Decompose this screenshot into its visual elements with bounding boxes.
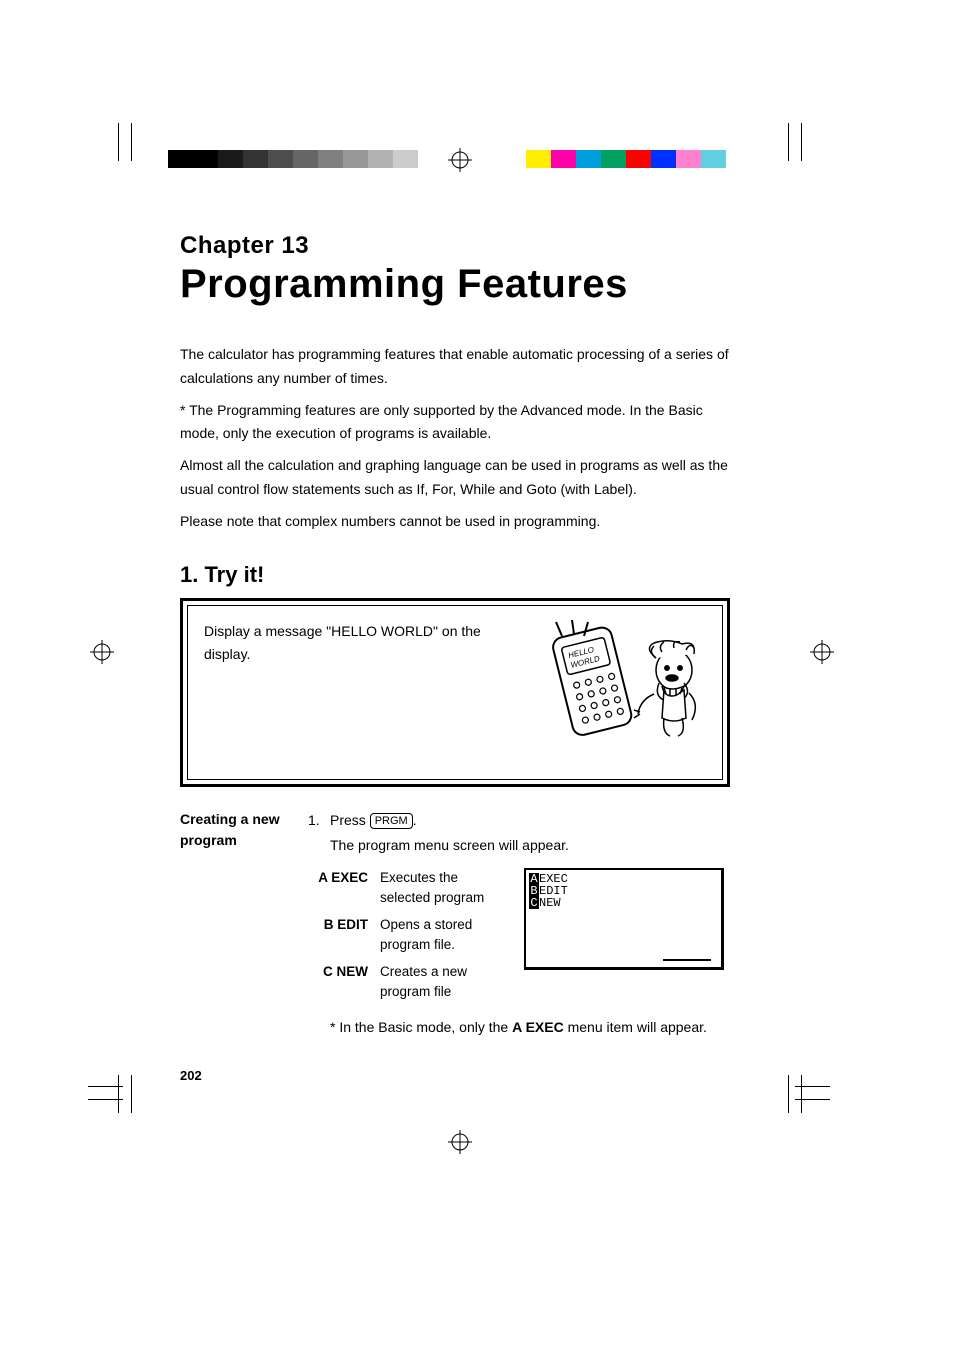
footnote: * In the Basic mode, only the A EXEC men… — [330, 1016, 730, 1040]
menu-key: C NEW — [308, 962, 368, 1001]
crop-mark — [118, 123, 119, 161]
chapter-label: Chapter 13 — [180, 232, 730, 260]
step-description: The program menu screen will appear. — [330, 834, 730, 858]
menu-desc: Executes the selected program — [380, 868, 500, 907]
crop-mark — [131, 1075, 132, 1113]
step-text-after: . — [413, 812, 417, 828]
registration-mark — [810, 640, 834, 664]
crop-mark — [118, 1075, 119, 1113]
intro-paragraph: The calculator has programming features … — [180, 343, 730, 391]
registration-mark — [90, 640, 114, 664]
example-text: Display a message "HELLO WORLD" on the d… — [204, 620, 496, 765]
calculator-lcd: AEXEC BEDIT CNEW — [524, 868, 724, 970]
step-text-before: Press — [330, 812, 370, 828]
sidebar-heading: Creating a new program — [180, 809, 290, 1040]
menu-key: B EDIT — [308, 915, 368, 954]
example-box: Display a message "HELLO WORLD" on the d… — [180, 598, 730, 787]
crop-mark — [801, 1075, 802, 1113]
crop-mark — [801, 123, 802, 161]
lcd-text: NEW — [539, 897, 561, 909]
crop-mark — [131, 123, 132, 161]
menu-row: A EXEC Executes the selected program B E… — [308, 868, 730, 1001]
chapter-title: Programming Features — [180, 262, 730, 307]
page-content: Chapter 13 Programming Features The calc… — [180, 232, 730, 1039]
step-number: 1. — [308, 809, 322, 833]
menu-desc: Opens a stored program file. — [380, 915, 500, 954]
instruction-block: Creating a new program 1. Press PRGM. Th… — [180, 809, 730, 1040]
example-inner: Display a message "HELLO WORLD" on the d… — [187, 605, 723, 780]
registration-mark — [448, 148, 472, 172]
step-line: 1. Press PRGM. — [308, 809, 730, 833]
menu-key: A EXEC — [308, 868, 368, 907]
footnote-after: menu item will appear. — [564, 1019, 707, 1035]
section-heading: 1. Try it! — [180, 562, 730, 588]
intro-paragraph: Please note that complex numbers cannot … — [180, 510, 730, 534]
lcd-cursor — [663, 959, 711, 961]
crop-mark — [788, 1075, 789, 1113]
step-text: Press PRGM. — [330, 809, 417, 833]
crop-mark — [788, 123, 789, 161]
intro-paragraph: * The Programming features are only supp… — [180, 399, 730, 447]
gray-ramp — [168, 150, 418, 168]
cmyk-bar — [526, 150, 726, 168]
footnote-before: * In the Basic mode, only the — [330, 1019, 512, 1035]
instruction-right: 1. Press PRGM. The program menu screen w… — [308, 809, 730, 1040]
lcd-line: CNEW — [529, 897, 568, 909]
example-illustration: HELLO WORLD — [516, 620, 706, 765]
registration-mark — [448, 1130, 472, 1154]
menu-table: A EXEC Executes the selected program B E… — [308, 868, 500, 1001]
keycap-prgm: PRGM — [370, 813, 413, 829]
intro-paragraph: Almost all the calculation and graphing … — [180, 454, 730, 502]
lcd-inverted-char: C — [529, 897, 539, 909]
menu-desc: Creates a new program file — [380, 962, 500, 1001]
footnote-bold: A EXEC — [512, 1019, 564, 1035]
page-number: 202 — [180, 1068, 202, 1083]
